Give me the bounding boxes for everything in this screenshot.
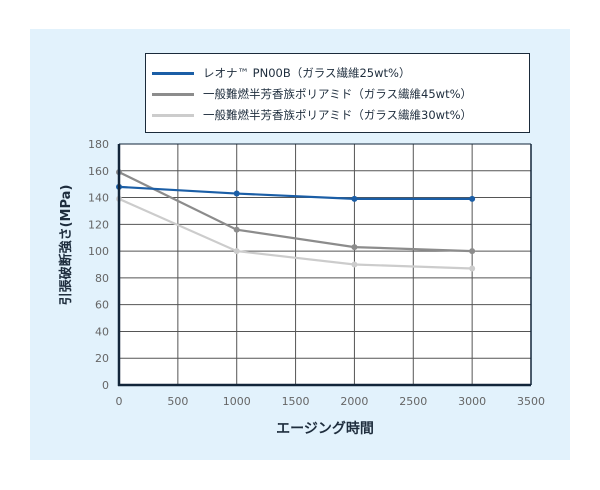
legend-label: 一般難燃半芳香族ポリアミド（ガラス繊維30wt%） <box>203 108 473 122</box>
svg-text:2500: 2500 <box>399 395 427 408</box>
svg-text:引張破断強さ(MPa): 引張破断強さ(MPa) <box>58 185 74 306</box>
legend-swatch-lightgray <box>152 113 194 117</box>
svg-text:60: 60 <box>95 299 109 312</box>
svg-text:3500: 3500 <box>517 395 545 408</box>
chart-legend: レオナ™ PN00B（ガラス繊維25wt%） 一般難燃半芳香族ポリアミド（ガラス… <box>145 53 530 133</box>
data-point <box>351 195 358 202</box>
data-point <box>233 226 240 233</box>
svg-text:40: 40 <box>95 325 109 338</box>
svg-text:1500: 1500 <box>282 395 310 408</box>
data-point <box>233 190 240 197</box>
series-line <box>118 171 473 253</box>
data-series <box>116 169 476 272</box>
svg-text:100: 100 <box>88 245 109 258</box>
legend-item-gf30: 一般難燃半芳香族ポリアミド（ガラス繊維30wt%） <box>146 105 472 125</box>
tick-labels: 0 20 40 60 80 100 120 140 160 180 0 500 1000 1500 2000… <box>88 138 545 408</box>
data-point <box>351 244 358 251</box>
data-point <box>469 248 476 255</box>
svg-text:500: 500 <box>167 395 188 408</box>
svg-text:120: 120 <box>88 218 109 231</box>
series-line <box>118 185 473 200</box>
data-point <box>469 195 476 202</box>
y-axis-label: 引張破断強さ(MPa) <box>50 165 80 325</box>
svg-text:160: 160 <box>88 165 109 178</box>
axes <box>117 143 532 387</box>
svg-text:180: 180 <box>88 138 109 151</box>
legend-swatch-blue <box>152 71 194 75</box>
svg-text:2000: 2000 <box>340 395 368 408</box>
data-point <box>351 261 358 268</box>
data-point <box>469 265 476 272</box>
svg-text:0: 0 <box>102 379 109 392</box>
svg-text:3000: 3000 <box>458 395 486 408</box>
series-line <box>118 197 473 270</box>
svg-text:140: 140 <box>88 192 109 205</box>
legend-item-gf45: 一般難燃半芳香族ポリアミド（ガラス繊維45wt%） <box>146 84 472 104</box>
data-point <box>233 248 240 255</box>
svg-text:1000: 1000 <box>223 395 251 408</box>
svg-text:0: 0 <box>116 395 123 408</box>
legend-swatch-gray <box>152 92 194 96</box>
svg-text:80: 80 <box>95 272 109 285</box>
legend-label: レオナ™ PN00B（ガラス繊維25wt%） <box>203 66 411 80</box>
x-axis-label: エージング時間 <box>276 421 374 437</box>
svg-text:20: 20 <box>95 352 109 365</box>
legend-item-pn00b: レオナ™ PN00B（ガラス繊維25wt%） <box>146 63 410 83</box>
legend-label: 一般難燃半芳香族ポリアミド（ガラス繊維45wt%） <box>203 87 473 101</box>
